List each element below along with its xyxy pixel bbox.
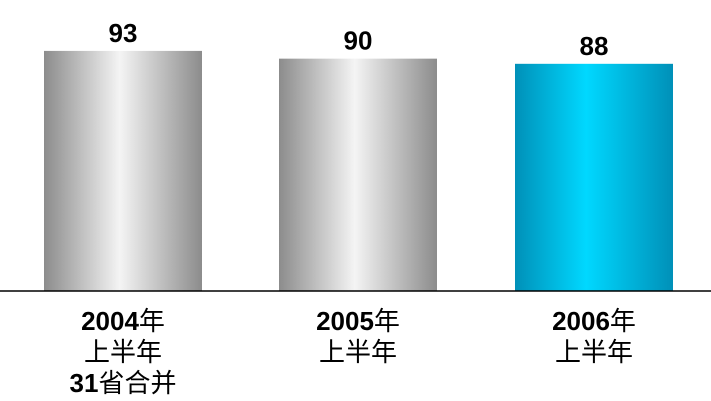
category-label-line: 2006年 <box>552 306 636 336</box>
bar-1 <box>279 58 437 291</box>
category-label-line: 上半年 <box>84 337 162 367</box>
category-label-text: 年 <box>374 306 400 336</box>
category-label-number: 31 <box>70 368 99 398</box>
category-label-text: 年 <box>139 306 165 336</box>
value-label-2: 88 <box>580 31 609 61</box>
category-label-line: 上半年 <box>319 337 397 367</box>
value-label-1: 90 <box>344 26 373 56</box>
category-label-line: 31省合并 <box>70 368 177 398</box>
value-labels-group: 93 90 88 <box>109 18 609 61</box>
category-label-2: 2006年上半年 <box>552 306 636 367</box>
category-label-line: 上半年 <box>555 337 633 367</box>
category-label-number: 2005 <box>316 306 374 336</box>
category-label-0: 2004年上半年 31省合并 <box>70 306 177 398</box>
category-label-text: 年 <box>610 306 636 336</box>
category-label-line: 2004年 <box>81 306 165 336</box>
bars-group <box>44 50 673 291</box>
category-label-text: 省合并 <box>98 368 176 398</box>
category-label-number: 2004 <box>81 306 139 336</box>
category-label-line: 2005年 <box>316 306 400 336</box>
value-label-0: 93 <box>109 18 138 48</box>
category-label-1: 2005年上半年 <box>316 306 400 367</box>
bar-2 <box>515 63 673 291</box>
bar-0 <box>44 50 202 291</box>
category-label-number: 2006 <box>552 306 610 336</box>
